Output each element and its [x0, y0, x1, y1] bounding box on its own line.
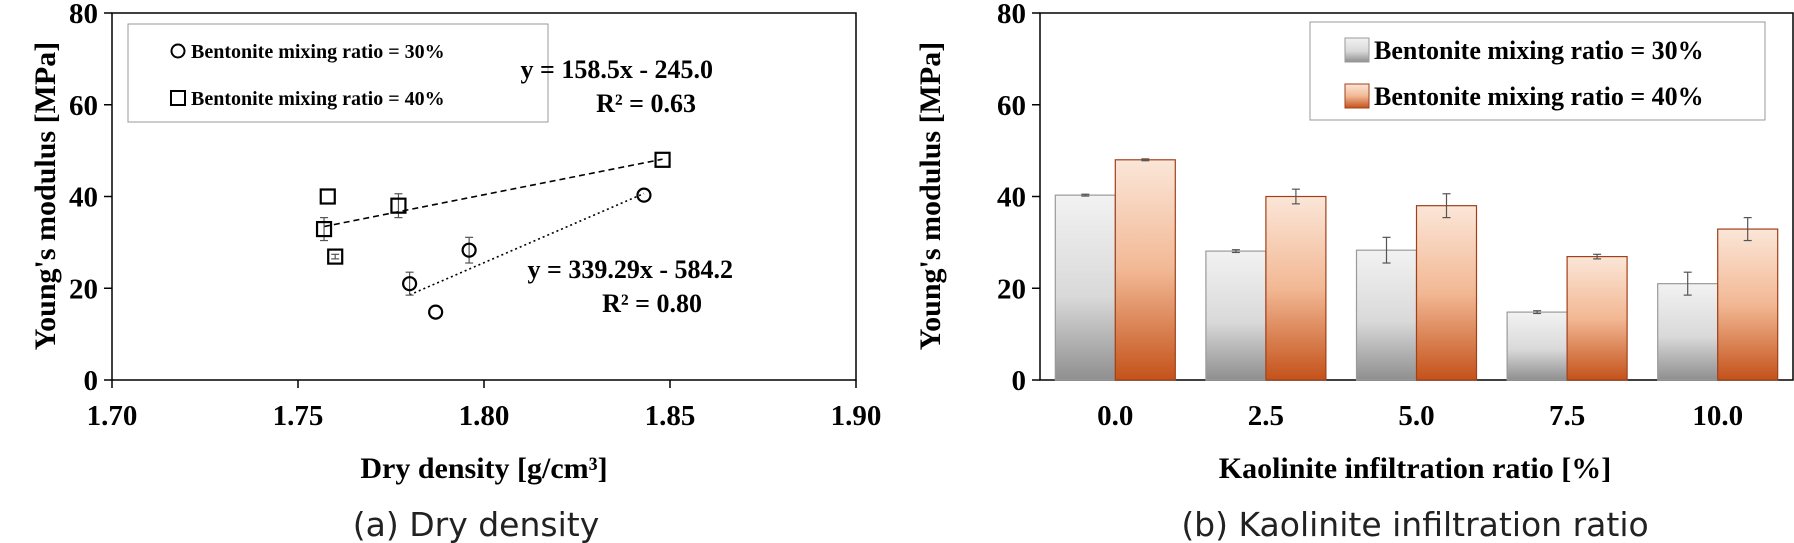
chart-a-y-axis-label: Young's modulus [MPa]	[29, 42, 62, 350]
chart-a-legend-30: Bentonite mixing ratio = 30%	[191, 41, 445, 63]
chart-a-x-axis: 1.70 1.75 1.80 1.85 1.90	[87, 380, 882, 432]
y-tick-label: 20	[997, 273, 1026, 305]
legend-circle-marker	[170, 43, 186, 59]
x-tick-label: 1.75	[273, 400, 324, 432]
chart-a-trendlines	[323, 158, 663, 296]
bar-40	[1717, 228, 1779, 381]
point-40	[319, 188, 336, 205]
y-tick-label: 80	[997, 0, 1026, 30]
chart-b-x-axis-label: Kaolinite infiltration ratio [%]	[1219, 452, 1611, 485]
chart-a-caption: (a) Dry density	[353, 505, 599, 543]
y-tick-label: 0	[84, 365, 99, 397]
bar-40	[1566, 255, 1628, 381]
chart-a-equation-40: y = 158.5x - 245.0	[521, 55, 713, 84]
point-30	[402, 276, 418, 292]
y-tick-label: 20	[69, 273, 98, 305]
bar-30	[1205, 250, 1267, 381]
x-tick-label: 1.80	[459, 400, 510, 432]
point-30	[636, 187, 652, 203]
point-40	[654, 151, 671, 168]
x-tick-label: 2.5	[1248, 400, 1284, 432]
point-40	[390, 197, 407, 214]
x-tick-label: 1.70	[87, 400, 138, 432]
y-tick-label: 80	[69, 0, 98, 30]
x-tick-label: 1.90	[831, 400, 882, 432]
x-tick-label: 10.0	[1692, 400, 1743, 432]
point-30	[461, 242, 477, 258]
chart-a-r2-40: R² = 0.63	[596, 89, 696, 118]
chart-b: 0 20 40 60 80 0.0 2.5 5.0 7.5 10.0 Young's modul…	[914, 0, 1794, 543]
chart-a-r2-30: R² = 0.80	[602, 289, 702, 318]
chart-b-y-axis: 0 20 40 60 80	[997, 0, 1040, 397]
x-tick-label: 5.0	[1398, 400, 1434, 432]
chart-a-legend-box	[127, 23, 549, 123]
bar-30	[1657, 283, 1719, 381]
chart-b-legend-40: Bentonite mixing ratio = 40%	[1374, 82, 1704, 111]
chart-b-bars	[1054, 158, 1779, 381]
point-40	[315, 220, 333, 238]
bar-30	[1355, 249, 1418, 381]
point-40	[327, 248, 344, 265]
bar-40	[1415, 205, 1478, 381]
y-tick-label: 60	[69, 90, 98, 122]
y-tick-label: 40	[997, 182, 1026, 214]
chart-a-equation-30: y = 339.29x - 584.2	[528, 255, 733, 284]
bar-40	[1114, 159, 1176, 381]
legend-swatch-30	[1344, 37, 1370, 63]
chart-a-x-axis-label: Dry density [g/cm³]	[360, 452, 607, 485]
chart-b-y-axis-label: Young's modulus [MPa]	[914, 42, 947, 350]
bar-30	[1054, 194, 1116, 381]
chart-a-points	[315, 151, 671, 320]
x-tick-label: 1.85	[645, 400, 696, 432]
legend-square-marker	[170, 90, 186, 106]
y-tick-label: 40	[69, 182, 98, 214]
y-tick-label: 0	[1012, 365, 1027, 397]
legend-swatch-40	[1344, 83, 1370, 109]
x-tick-label: 7.5	[1549, 400, 1585, 432]
x-tick-label: 0.0	[1097, 400, 1133, 432]
chart-a-legend: Bentonite mixing ratio = 30% Bentonite m…	[127, 23, 549, 123]
chart-b-legend: Bentonite mixing ratio = 30% Bentonite m…	[1309, 21, 1766, 121]
trendline-40	[323, 158, 663, 228]
chart-b-x-axis: 0.0 2.5 5.0 7.5 10.0	[1097, 400, 1743, 432]
chart-a: 0 20 40 60 80 1.70 1.75 1.80 1.85 1.90 Young's m…	[29, 0, 881, 543]
bar-40	[1265, 195, 1327, 381]
point-30	[428, 304, 444, 320]
chart-b-legend-box	[1309, 21, 1766, 121]
bar-30	[1506, 311, 1568, 381]
chart-b-legend-30: Bentonite mixing ratio = 30%	[1374, 36, 1704, 65]
chart-b-caption: (b) Kaolinite infiltration ratio	[1181, 505, 1648, 543]
chart-a-legend-40: Bentonite mixing ratio = 40%	[191, 88, 445, 110]
y-tick-label: 60	[997, 90, 1026, 122]
chart-a-y-axis: 0 20 40 60 80	[69, 0, 112, 397]
